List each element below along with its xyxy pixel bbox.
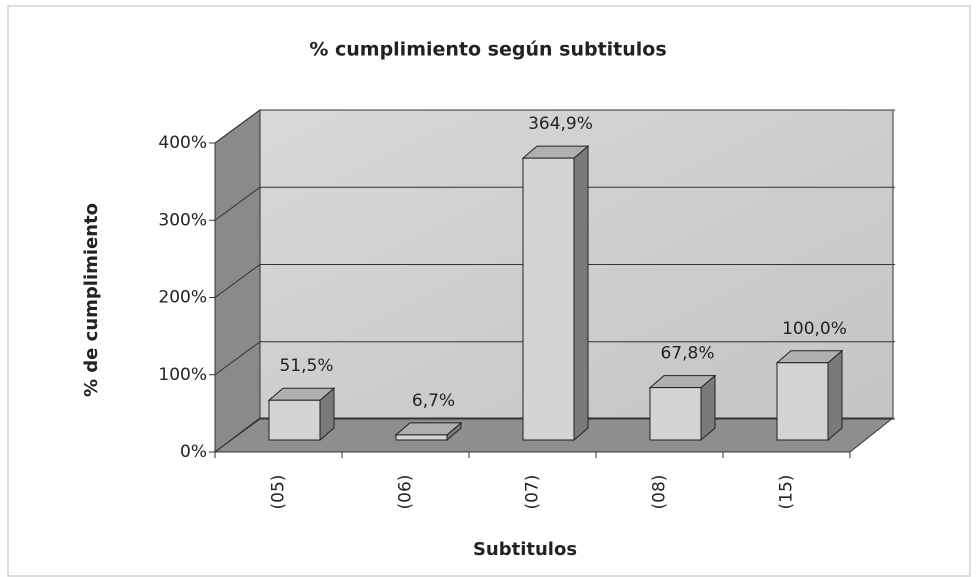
value-label: 51,5% [279,356,333,376]
chart-title: % cumplimiento según subtitulos [309,39,666,61]
value-label: 6,7% [412,391,455,411]
x-tick-label: (05) [269,475,289,510]
bar-front [268,399,321,441]
bar [648,374,717,442]
bar [521,145,590,442]
bar-front [649,387,702,441]
x-tick-label: (07) [523,475,543,510]
value-label: 67,8% [660,344,714,364]
value-label: 364,9% [528,114,593,134]
y-tick-label: 100% [158,365,207,385]
x-axis-title: Subtitulos [473,539,577,560]
x-tick-label: (15) [777,475,797,510]
grid-line [214,186,261,221]
y-tick-label: 400% [158,133,207,153]
grid-line [214,264,261,298]
value-label: 100,0% [782,319,847,339]
x-tick-label: (06) [396,475,416,510]
y-tick-label: 300% [158,210,207,230]
x-tick-label: (08) [650,475,670,510]
bar [394,421,463,442]
bar-front [522,157,575,441]
bar-side [573,145,589,442]
y-axis-title: % de cumplimiento [81,203,102,397]
bar [775,349,844,442]
grid-line [214,418,261,453]
grid-line [214,109,261,144]
y-tick-label: 0% [180,442,207,462]
bar [267,387,336,442]
bar-front [776,362,829,441]
grid-line [214,341,261,376]
bar-front [395,434,448,441]
y-tick-label: 200% [158,288,207,308]
bar-side [827,349,843,442]
